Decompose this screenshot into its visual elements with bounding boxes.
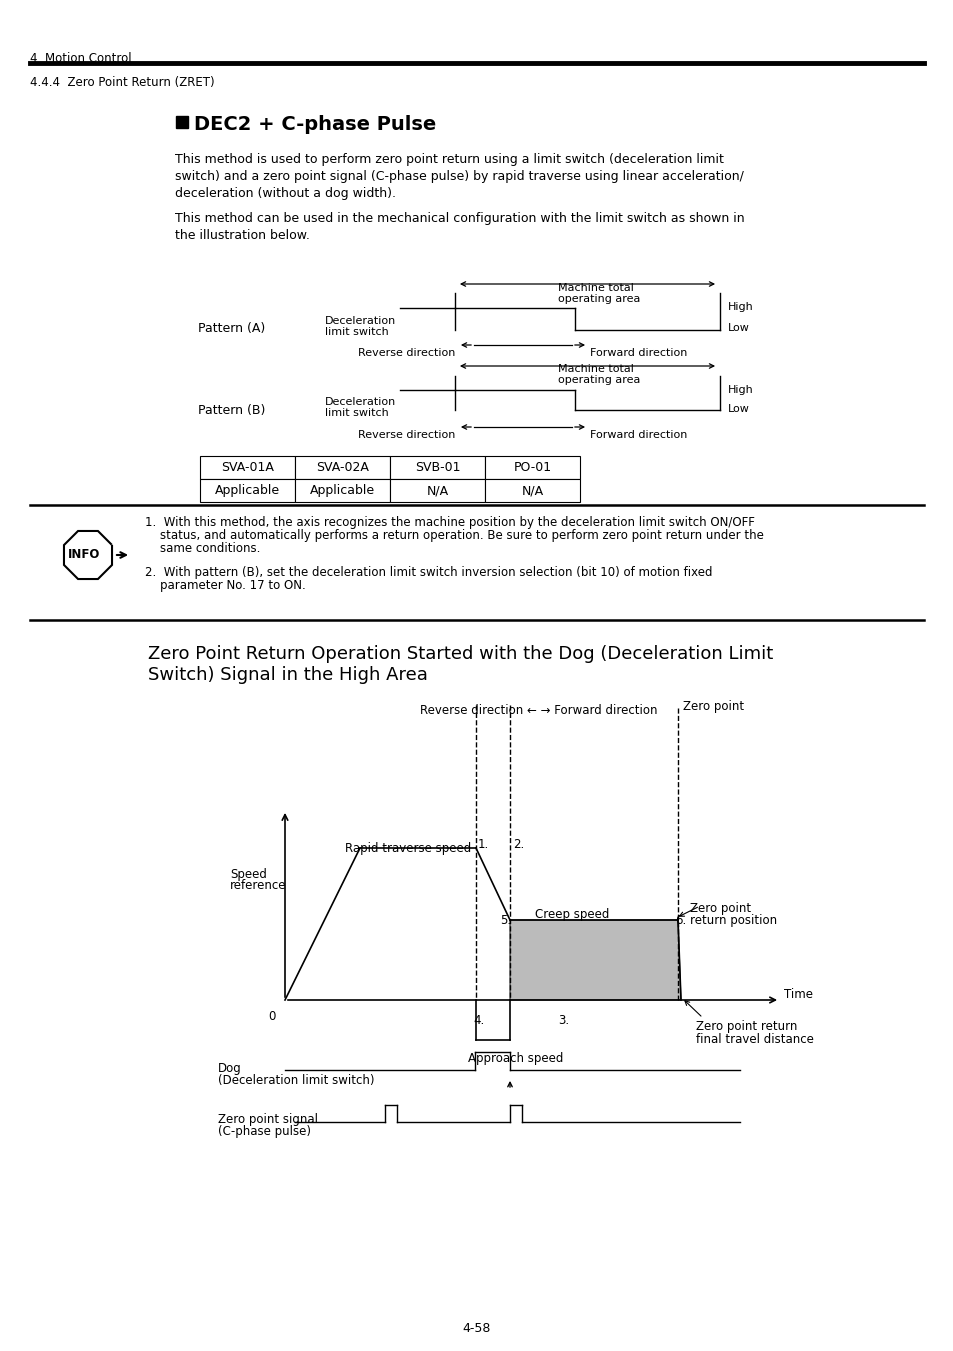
Text: 2.  With pattern (B), set the deceleration limit switch inversion selection (bit: 2. With pattern (B), set the deceleratio… <box>145 566 712 580</box>
Bar <box>200 457 294 480</box>
Text: PO-01: PO-01 <box>513 461 551 474</box>
Text: Zero Point Return Operation Started with the Dog (Deceleration Limit: Zero Point Return Operation Started with… <box>148 644 773 663</box>
Text: Time: Time <box>783 989 812 1001</box>
Text: final travel distance: final travel distance <box>696 1034 813 1046</box>
Text: Creep speed: Creep speed <box>535 908 609 921</box>
Text: same conditions.: same conditions. <box>145 542 260 555</box>
Text: Reverse direction: Reverse direction <box>357 430 455 440</box>
Text: Forward direction: Forward direction <box>589 349 687 358</box>
Text: Reverse direction ← → Forward direction: Reverse direction ← → Forward direction <box>419 704 657 717</box>
Text: SVB-01: SVB-01 <box>415 461 459 474</box>
Bar <box>390 457 484 480</box>
Text: operating area: operating area <box>558 295 639 304</box>
Text: High: High <box>727 385 753 394</box>
Text: Deceleration: Deceleration <box>325 316 395 326</box>
Text: operating area: operating area <box>558 376 639 385</box>
Text: Zero point signal: Zero point signal <box>218 1113 317 1125</box>
Text: 5.: 5. <box>499 915 511 927</box>
Text: 1.  With this method, the axis recognizes the machine position by the decelerati: 1. With this method, the axis recognizes… <box>145 516 754 530</box>
Text: 4-58: 4-58 <box>462 1323 491 1335</box>
Text: return position: return position <box>689 915 777 927</box>
Text: the illustration below.: the illustration below. <box>174 230 310 242</box>
Text: Reverse direction: Reverse direction <box>357 349 455 358</box>
Bar <box>484 480 579 503</box>
Text: High: High <box>727 303 753 312</box>
Text: parameter No. 17 to ON.: parameter No. 17 to ON. <box>145 580 305 592</box>
Text: reference: reference <box>230 880 286 892</box>
Text: Zero point: Zero point <box>682 700 743 713</box>
Bar <box>200 480 294 503</box>
Text: DEC2 + C-phase Pulse: DEC2 + C-phase Pulse <box>193 115 436 134</box>
Text: Speed: Speed <box>230 867 267 881</box>
Text: SVA-01A: SVA-01A <box>221 461 274 474</box>
Text: Rapid traverse speed: Rapid traverse speed <box>344 842 471 855</box>
Text: (Deceleration limit switch): (Deceleration limit switch) <box>218 1074 375 1088</box>
Bar <box>294 480 390 503</box>
Text: Switch) Signal in the High Area: Switch) Signal in the High Area <box>148 666 428 684</box>
Text: N/A: N/A <box>426 484 448 497</box>
Text: Machine total: Machine total <box>558 282 633 293</box>
Bar <box>484 457 579 480</box>
Text: Low: Low <box>727 323 749 332</box>
Bar <box>175 116 188 128</box>
Text: Pattern (B): Pattern (B) <box>198 404 265 417</box>
Polygon shape <box>510 920 680 1000</box>
Text: Applicable: Applicable <box>310 484 375 497</box>
Text: Approach speed: Approach speed <box>468 1052 563 1065</box>
Text: Zero point: Zero point <box>689 902 750 915</box>
Text: INFO: INFO <box>68 549 100 562</box>
Text: N/A: N/A <box>521 484 543 497</box>
Text: 1.: 1. <box>477 838 489 851</box>
Text: Pattern (A): Pattern (A) <box>198 322 265 335</box>
Text: 0: 0 <box>268 1011 275 1023</box>
Text: Dog: Dog <box>218 1062 241 1075</box>
Text: deceleration (without a dog width).: deceleration (without a dog width). <box>174 186 395 200</box>
Text: (C-phase pulse): (C-phase pulse) <box>218 1125 311 1138</box>
Text: Applicable: Applicable <box>214 484 280 497</box>
Text: This method can be used in the mechanical configuration with the limit switch as: This method can be used in the mechanica… <box>174 212 744 226</box>
Bar <box>294 457 390 480</box>
Text: 2.: 2. <box>513 838 524 851</box>
Text: 6.: 6. <box>675 915 685 927</box>
Text: Zero point return: Zero point return <box>696 1020 797 1034</box>
Text: 3.: 3. <box>558 1015 569 1027</box>
Bar <box>390 480 484 503</box>
Text: 4.: 4. <box>473 1015 484 1027</box>
Text: limit switch: limit switch <box>325 327 388 336</box>
Text: Machine total: Machine total <box>558 363 633 374</box>
Text: limit switch: limit switch <box>325 408 388 417</box>
Text: 4.4.4  Zero Point Return (ZRET): 4.4.4 Zero Point Return (ZRET) <box>30 76 214 89</box>
Text: Low: Low <box>727 404 749 413</box>
Text: Forward direction: Forward direction <box>589 430 687 440</box>
Text: This method is used to perform zero point return using a limit switch (decelerat: This method is used to perform zero poin… <box>174 153 723 166</box>
Text: SVA-02A: SVA-02A <box>315 461 369 474</box>
Text: status, and automatically performs a return operation. Be sure to perform zero p: status, and automatically performs a ret… <box>145 530 763 542</box>
Text: Deceleration: Deceleration <box>325 397 395 407</box>
Text: switch) and a zero point signal (C-phase pulse) by rapid traverse using linear a: switch) and a zero point signal (C-phase… <box>174 170 743 182</box>
Text: 4  Motion Control: 4 Motion Control <box>30 51 132 65</box>
